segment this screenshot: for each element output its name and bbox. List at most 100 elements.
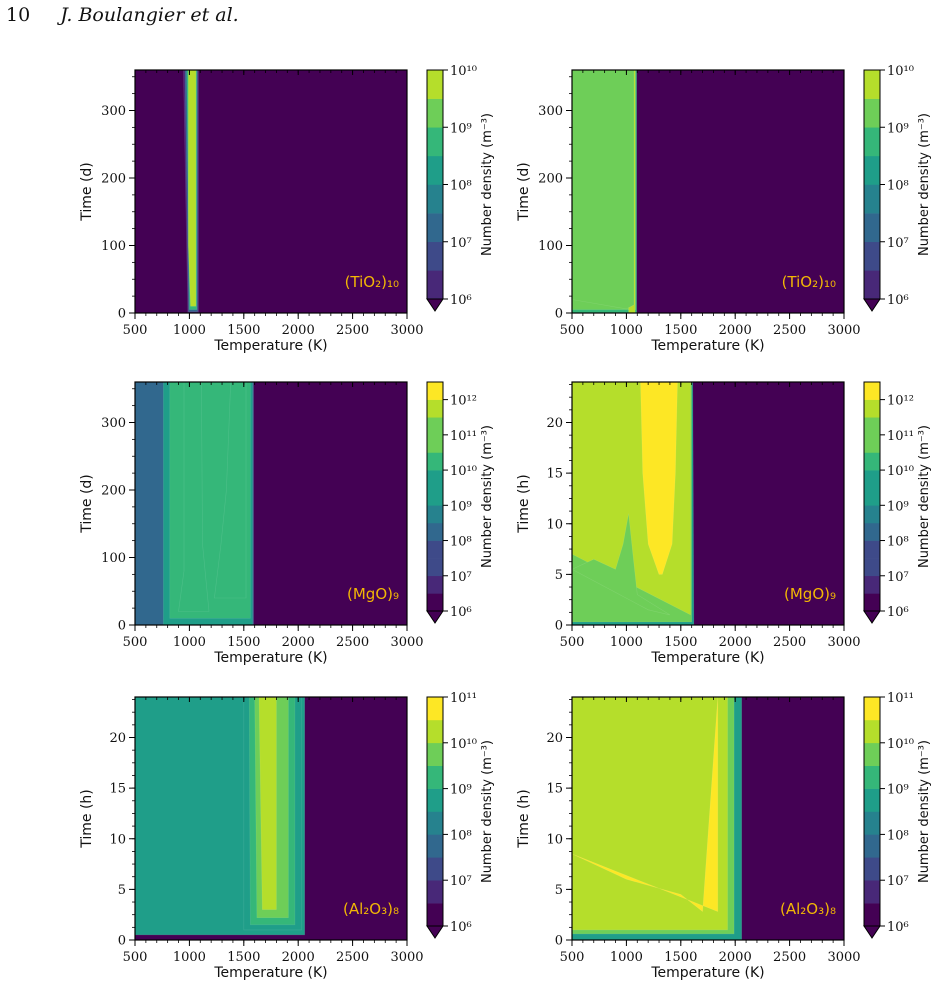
y-tick-label: 0	[118, 619, 126, 634]
colorbar-tick-label: 10⁹	[450, 499, 472, 514]
colorbar-tick-label: 10⁸	[887, 535, 909, 550]
axes-frame	[134, 69, 408, 314]
axes-frame	[571, 381, 845, 626]
axes-frame	[134, 696, 408, 941]
species-label: (TiO₂)₁₀	[345, 273, 399, 291]
species-label: (MgO)₉	[784, 585, 836, 603]
colorbar-tick-label: 10¹⁰	[887, 464, 914, 479]
x-tick-label: 1000	[173, 950, 206, 965]
colorbar-label: Number density (m⁻³)	[917, 113, 932, 256]
colorbar-frame	[863, 381, 881, 612]
colorbar-band	[427, 417, 443, 436]
x-tick-label: 1000	[610, 323, 643, 338]
x-axis-label: Temperature (K)	[650, 650, 764, 666]
x-axis-label: Temperature (K)	[650, 965, 764, 981]
colorbar-band	[427, 505, 443, 524]
colorbar-frame	[863, 696, 881, 927]
colorbar-tick-label: 10⁹	[887, 121, 909, 136]
axes-frame	[571, 696, 845, 941]
y-tick-label: 0	[555, 619, 563, 634]
contour-field	[135, 697, 407, 940]
colorbar-extend-min	[863, 298, 881, 312]
y-tick-label: 5	[118, 883, 126, 898]
colorbar-band	[864, 127, 880, 157]
colorbar-band	[427, 742, 443, 766]
x-tick-label: 2500	[336, 323, 369, 338]
colorbar-tick-label: 10⁷	[450, 236, 472, 251]
x-tick-label: 2000	[719, 323, 752, 338]
contour-region-3	[572, 513, 671, 616]
colorbar-label: Number density (m⁻³)	[480, 113, 495, 256]
background-level	[135, 70, 407, 313]
page-number: 10	[6, 4, 31, 26]
colorbar-band	[427, 399, 443, 418]
contour-region-3	[178, 382, 210, 612]
colorbar-band	[427, 788, 443, 812]
colorbar-tick-label: 10⁹	[887, 499, 909, 514]
x-tick-label: 2000	[282, 323, 315, 338]
colorbar-tick-label: 10⁶	[450, 920, 472, 935]
colorbar-tick-label: 10⁶	[887, 293, 909, 308]
colorbar-band	[427, 155, 443, 185]
colorbar-band	[864, 184, 880, 214]
x-tick-label: 500	[560, 323, 585, 338]
colorbar-tick-label: 10⁹	[887, 783, 909, 798]
colorbar-band	[864, 765, 880, 789]
colorbar-tick-label: 10⁶	[887, 605, 909, 620]
axes-frame	[134, 381, 408, 626]
panel-mgo-hours: 500 1000 1500 2000 2500 3000 0 5 10 15 20 Temperatu…	[516, 381, 932, 666]
colorbar-label: Number density (m⁻³)	[480, 740, 495, 883]
colorbar-band	[864, 719, 880, 744]
contour-field	[572, 70, 844, 313]
y-tick-label: 10	[546, 517, 563, 532]
colorbar-tick-label: 10¹⁰	[450, 737, 477, 752]
colorbar-band	[864, 487, 880, 506]
colorbar-label: Number density (m⁻³)	[917, 425, 932, 568]
x-tick-label: 500	[123, 635, 148, 650]
x-tick-label: 500	[560, 635, 585, 650]
colorbar-band	[864, 155, 880, 185]
y-axis-label: Time (d)	[79, 162, 95, 222]
colorbar-band	[427, 558, 443, 577]
x-tick-label: 2000	[719, 635, 752, 650]
colorbar-tick-label: 10⁸	[450, 535, 472, 550]
x-tick-label: 3000	[390, 950, 423, 965]
colorbar-band	[427, 213, 443, 243]
y-tick-label: 100	[101, 551, 126, 566]
y-tick-label: 300	[101, 104, 126, 119]
colorbar-band	[427, 834, 443, 858]
x-tick-label: 2000	[282, 635, 315, 650]
colorbar-band	[427, 857, 443, 881]
y-tick-label: 0	[555, 934, 563, 949]
colorbar-tick-label: 10⁸	[887, 828, 909, 843]
axes-frame	[571, 69, 845, 314]
colorbar-frame	[426, 381, 444, 612]
contour-region-3	[572, 697, 719, 913]
colorbar-extend-min	[863, 610, 881, 624]
colorbar-band	[864, 241, 880, 271]
colorbar-tick-label: 10¹⁰	[450, 64, 477, 79]
x-tick-label: 2500	[773, 950, 806, 965]
x-tick-label: 3000	[390, 323, 423, 338]
colorbar-tick-label: 10⁶	[450, 293, 472, 308]
colorbar-band	[427, 382, 443, 400]
colorbar-band	[427, 903, 443, 927]
colorbar-band	[427, 697, 443, 721]
x-tick-label: 2000	[719, 950, 752, 965]
colorbar-band	[427, 452, 443, 471]
species-label: (MgO)₉	[347, 585, 399, 603]
colorbar-tick-label: 10⁷	[887, 236, 909, 251]
y-tick-label: 20	[546, 731, 563, 746]
x-tick-label: 2500	[336, 635, 369, 650]
colorbar-band	[427, 765, 443, 789]
colorbar-frame	[426, 696, 444, 927]
y-axis-label: Time (h)	[79, 789, 95, 849]
panel-tio2-days-a: 500 1000 1500 2000 2500 3000 0 100 200 300 Tempera…	[79, 64, 495, 354]
x-tick-label: 3000	[390, 635, 423, 650]
colorbar-band	[864, 213, 880, 243]
panel-al2o3-hours-b: 500 1000 1500 2000 2500 3000 0 5 10 15 20 Temperatu…	[516, 691, 932, 981]
x-tick-label: 1000	[610, 635, 643, 650]
colorbar-band	[864, 98, 880, 128]
x-axis-label: Temperature (K)	[650, 338, 764, 354]
